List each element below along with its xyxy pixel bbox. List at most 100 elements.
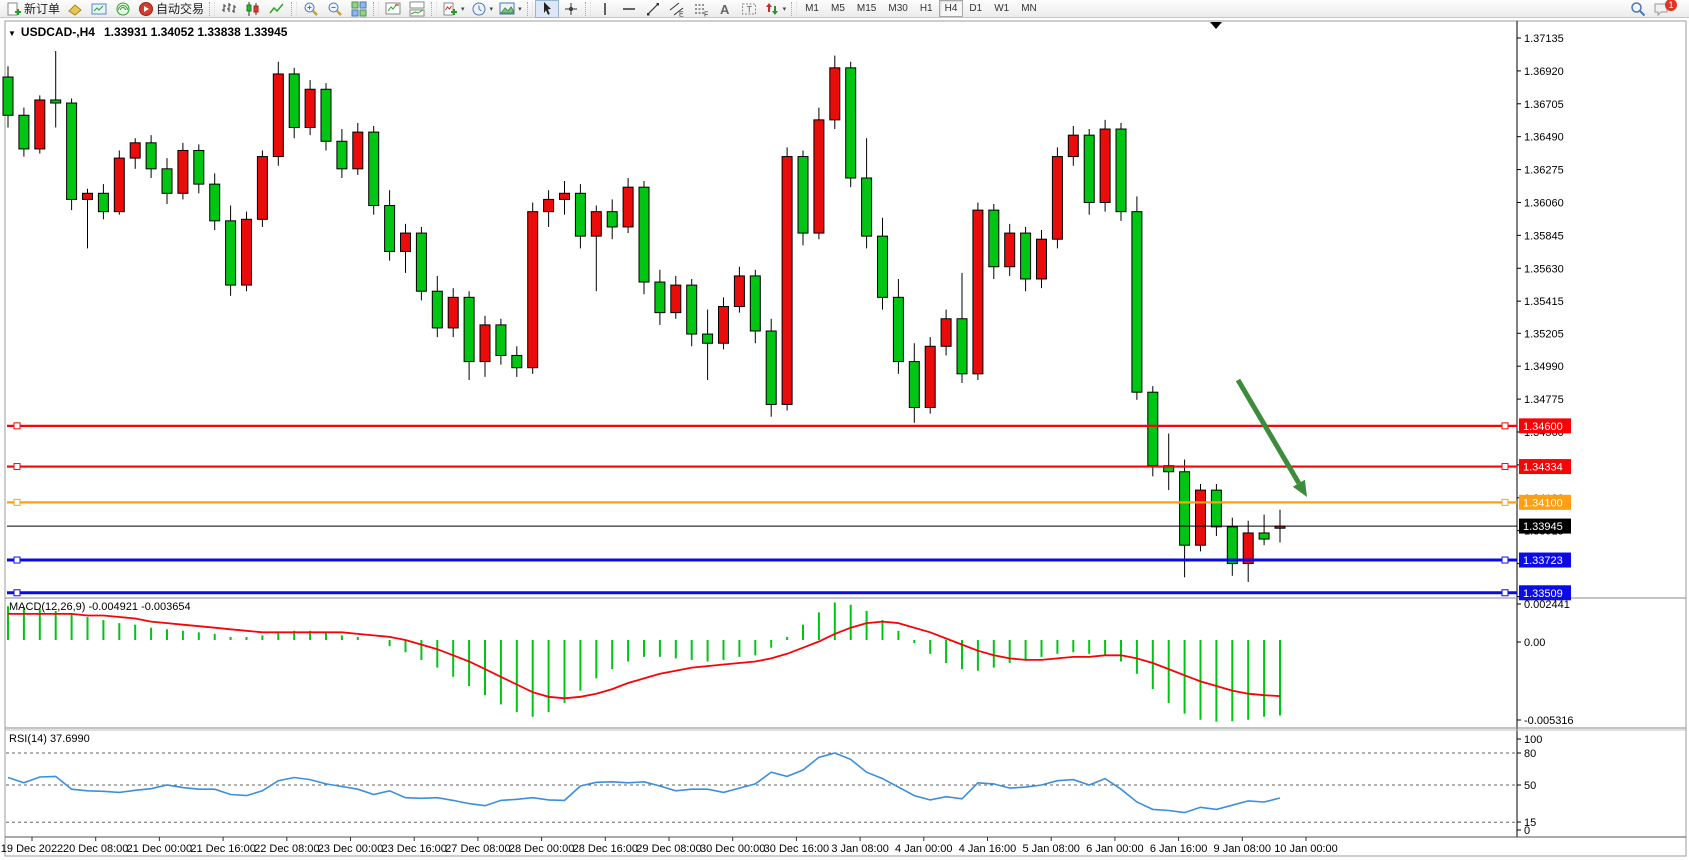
timeframe-m30-button[interactable]: M30 [888,3,908,14]
svg-text:1.34100: 1.34100 [1523,497,1563,509]
toolbar-indicators-button[interactable] [381,0,405,18]
toolbar-trendline-button[interactable] [641,0,665,18]
chevron-down-icon[interactable]: ▾ [489,5,494,13]
toolbar-grip[interactable] [291,1,298,16]
toolbar-new-order-button[interactable]: 新订单 [3,0,63,18]
candle [606,199,618,240]
toolbar-periods-button[interactable]: ▾ [468,0,497,18]
candle [733,266,745,313]
toolbar-text-label-button[interactable]: T [737,0,761,18]
toolbar-horizontal-line-button[interactable] [617,0,641,18]
toolbar-text-button[interactable]: A [713,0,737,18]
horizontal-level-line[interactable]: 1.33723 [7,552,1571,568]
timeframe-m1-button[interactable]: M1 [805,3,819,14]
toolbar-line-chart-button[interactable] [265,0,289,18]
toolbar-search-button[interactable] [1626,0,1650,18]
toolbar-chart-window-button[interactable] [87,0,111,18]
svg-text:1.35205: 1.35205 [1524,328,1564,340]
timeframe-h4-button[interactable]: H4 [938,0,964,17]
candle [352,122,364,175]
toolbar-eraser-button[interactable] [63,0,87,18]
candle [1083,129,1095,215]
toolbar-bar-chart-button[interactable] [217,0,241,18]
svg-text:1.36060: 1.36060 [1524,197,1564,209]
rsi-indicator-header: RSI(14) 37.6990 [9,733,90,745]
candle [1226,517,1238,576]
candle [1067,125,1079,166]
svg-text:0: 0 [1524,825,1530,837]
toolbar-crosshair-button[interactable] [559,0,583,18]
toolbar-grip[interactable] [209,1,216,16]
svg-text:100: 100 [1524,734,1542,746]
toolbar-equidistant-channel-button[interactable]: E [665,0,689,18]
chevron-down-icon[interactable]: ▾ [518,5,522,13]
candle [320,83,332,151]
horizontal-level-line[interactable]: 1.33509 [7,585,1571,601]
equidistant-channel-icon: E [669,2,684,17]
candle [765,318,777,417]
search-icon [1631,1,1646,16]
svg-text:9 Jan 08:00: 9 Jan 08:00 [1214,843,1272,855]
svg-text:4 Jan 00:00: 4 Jan 00:00 [895,843,953,855]
toolbar-grip[interactable] [584,1,591,16]
toolbar-grip[interactable] [791,1,798,16]
price-tag: 1.34600 [1519,418,1571,434]
toolbar-grip[interactable] [373,1,380,16]
candle [2,66,14,128]
svg-text:1.34600: 1.34600 [1523,421,1563,433]
toolbar-cursor-button[interactable] [534,0,559,18]
toolbar-indicator-window-button[interactable] [405,0,429,18]
candlestick-chart-icon [246,1,259,16]
chart-dropdown-icon[interactable]: ▼ [8,29,16,38]
svg-text:1.36920: 1.36920 [1524,66,1564,78]
notification-badge: 1 [1665,0,1677,11]
candle [972,202,984,380]
candle [511,346,523,377]
toolbar-zoom-in-button[interactable] [299,0,323,18]
toolbar-templates-button[interactable]: ▾ [496,0,525,18]
timeframe-d1-button[interactable]: D1 [969,3,983,14]
macd-signal-line [8,613,1281,700]
candle [1004,223,1016,276]
horizontal-level-line[interactable]: 1.34334 [7,459,1571,475]
timeframe-m15-button[interactable]: M15 [856,3,877,14]
candle [924,337,936,414]
toolbar-zoom-out-button[interactable] [323,0,347,18]
candle [1131,196,1143,400]
candle [527,202,539,374]
svg-text:4 Jan 16:00: 4 Jan 16:00 [959,843,1017,855]
candle [415,226,427,301]
horizontal-level-line[interactable]: 1.34100 [7,494,1571,510]
toolbar-tile-windows-button[interactable] [347,0,371,18]
chevron-down-icon[interactable]: ▾ [782,5,787,13]
candle [877,217,888,310]
toolbar-grip[interactable] [431,1,438,16]
toolbar-signal-button[interactable] [111,0,135,18]
toolbar-vertical-line-button[interactable] [593,0,617,18]
candle [829,55,841,130]
chart-window-icon [91,3,107,14]
chart-title: ▼ USDCAD-,H4 1.33931 1.34052 1.33838 1.339… [8,25,287,39]
timeframe-m5-button[interactable]: M5 [831,3,845,14]
timeframe-w1-button[interactable]: W1 [994,3,1010,14]
rsi-levels: 100 80 50 150 [6,734,1542,837]
toolbar-chat-button[interactable]: 1 [1650,0,1686,18]
trend-arrow[interactable] [1235,378,1307,497]
timeframe-h1-button[interactable]: H1 [919,3,933,14]
svg-text:1.33945: 1.33945 [1523,521,1563,533]
toolbar-candlestick-chart-button[interactable] [241,0,265,18]
candle [1020,226,1032,292]
toolbar-auto-trading-button[interactable]: 自动交易 [135,0,207,18]
candle [82,188,93,249]
chevron-down-icon[interactable]: ▾ [461,5,465,13]
toolbar-arrows-button[interactable]: ▾ [761,0,790,18]
svg-text:1.34775: 1.34775 [1524,394,1564,406]
chart-shift-marker[interactable] [1210,22,1222,29]
toolbar-grip[interactable] [526,1,533,16]
timeframe-mn-button[interactable]: MN [1021,3,1037,14]
svg-text:1.35415: 1.35415 [1524,296,1564,308]
toolbar-add-indicator-button[interactable]: ▾ [439,0,468,18]
toolbar-fibonacci-button[interactable]: F [689,0,713,18]
